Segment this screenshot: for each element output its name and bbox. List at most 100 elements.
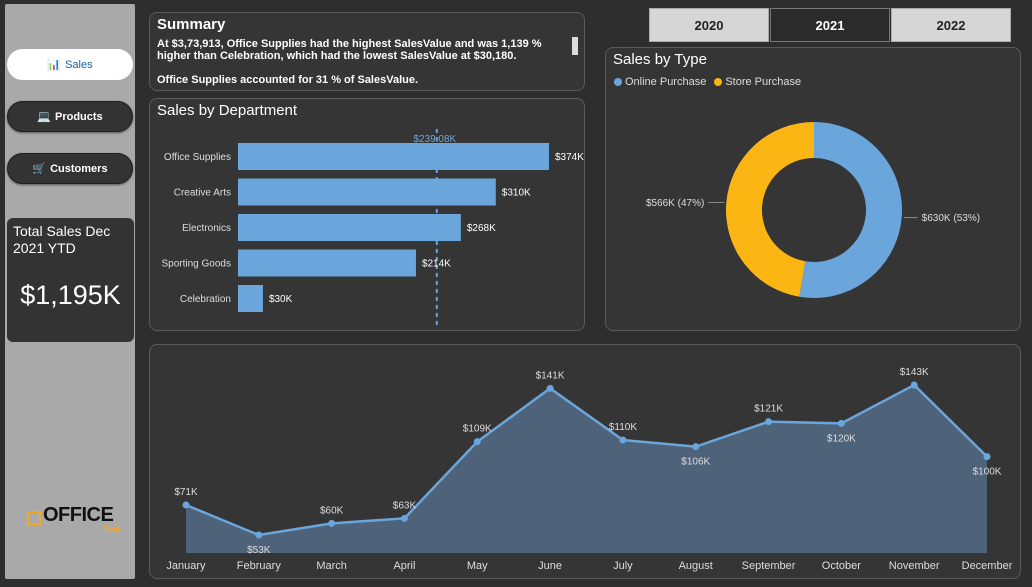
donut-label: $566K (47%) [646,198,704,209]
dept-bar [238,143,549,170]
laptop-icon: 💻 [37,111,51,123]
monthly-data-label: $109K [463,424,492,435]
dept-bar-chart: $239.08K Office Supplies $374K Creative Art… [162,129,584,327]
dept-bar [238,214,461,241]
dept-bar-label: $214K [422,259,451,270]
logo-subtext: Tools [103,526,122,533]
monthly-tick-label: April [393,560,415,572]
monthly-data-label: $121K [754,404,783,415]
dept-panel: Sales by Department $239.08K Office Suppl… [149,98,585,331]
dept-category-label: Celebration [180,294,231,305]
dept-average-label: $239.08K [413,134,456,145]
monthly-point [473,438,481,446]
dept-bar-label: $310K [502,188,531,199]
kpi-title: Total Sales Dec 2021 YTD [13,223,111,256]
dept-bar-label: $374K [555,152,584,163]
monthly-data-label: $63K [393,500,417,511]
monthly-tick-label: February [237,560,282,572]
nav-customers-button[interactable]: 🛒 Customers [7,153,133,184]
dept-category-label: Electronics [182,223,231,234]
year-tab-2020[interactable]: 2020 [649,8,769,42]
cart-icon: 🛒 [32,163,47,175]
summary-line-1: At $3,73,913, Office Supplies had the hi… [157,38,542,62]
legend-online[interactable]: Online Purchase [614,76,706,88]
monthly-data-label: $120K [827,433,856,444]
monthly-data-label: $110K [609,422,638,433]
donut-slice [726,122,814,297]
summary-text: At $3,73,913, Office Supplies had the hi… [157,38,567,86]
monthly-data-label: $106K [681,457,710,468]
monthly-point [328,519,336,527]
dept-category-label: Office Supplies [164,152,231,163]
sidebar: 📊 Sales 💻 Products 🛒 Customers Total Sal… [5,4,135,579]
monthly-point [837,419,845,427]
year-slicer: 2020 2021 2022 [649,8,1012,42]
dept-category-label: Creative Arts [174,188,231,199]
monthly-tick-label: July [613,560,633,572]
monthly-tick-label: January [166,560,206,572]
monthly-tick-label: October [822,560,861,572]
logo-icon [27,511,41,525]
dept-chart-title: Sales by Department [157,102,298,119]
kpi-value: $1,195K [20,280,121,310]
year-tab-2021[interactable]: 2021 [770,8,890,42]
type-legend: Online Purchase Store Purchase [614,76,801,88]
nav-sales-button[interactable]: 📊 Sales [7,49,133,80]
donut-label: $630K (53%) [922,213,980,224]
summary-title: Summary [157,16,226,33]
summary-line-2: Office Supplies accounted for 31 % of Sa… [157,74,419,86]
monthly-panel: $71K January $53K February $60K March $63K Apri… [149,344,1021,579]
legend-online-dot [614,78,622,86]
year-tab-2022[interactable]: 2022 [891,8,1011,42]
monthly-point [546,384,554,392]
dept-bar [238,249,416,277]
legend-online-label: Online Purchase [625,76,707,88]
monthly-data-label: $53K [247,545,271,556]
monthly-area-fill [186,385,987,553]
dept-bar-label: $268K [467,223,496,234]
nav-products-label: Products [55,110,103,123]
legend-store[interactable]: Store Purchase [714,76,801,88]
legend-store-dot [714,78,723,86]
office-logo: OFFICE Tools [27,504,121,533]
summary-panel: Summary At $3,73,913, Office Supplies ha… [149,12,585,91]
monthly-tick-label: June [538,560,562,572]
monthly-point [400,514,408,522]
legend-store-label: Store Purchase [725,76,802,88]
monthly-point [983,453,991,461]
type-chart-title: Sales by Type [613,51,707,68]
monthly-data-label: $71K [174,487,198,498]
type-panel: Sales by Type Online Purchase Store Purc… [605,47,1021,331]
monthly-point [765,418,773,426]
monthly-point [692,443,700,451]
dept-category-label: Sporting Goods [162,259,232,270]
chart-icon: 📊 [47,59,62,71]
monthly-tick-label: November [889,560,940,572]
monthly-tick-label: March [316,560,347,572]
monthly-tick-label: August [679,560,713,572]
monthly-point [255,531,263,539]
logo-text: OFFICE [43,504,114,526]
monthly-point [619,436,627,444]
nav-products-button[interactable]: 💻 Products [7,101,133,132]
monthly-data-label: $143K [900,367,929,378]
nav-customers-label: Customers [50,162,108,175]
dept-bar [238,285,263,312]
type-donut-chart: $630K (53%) $566K (47%) [646,122,980,298]
monthly-point [910,381,918,389]
nav-sales-label: Sales [65,58,93,71]
monthly-point [182,501,190,509]
monthly-data-label: $60K [320,505,344,516]
monthly-data-label: $100K [973,467,1002,478]
monthly-area-chart: $71K January $53K February $60K March $63K Apri… [166,367,1013,572]
monthly-series-line [185,383,988,537]
dept-bar [238,178,496,206]
monthly-data-label: $141K [536,370,565,381]
monthly-tick-label: December [962,560,1013,572]
dept-bar-label: $30K [269,294,293,305]
summary-scrollbar[interactable] [572,37,578,55]
kpi-card: Total Sales Dec 2021 YTD $1,195K [7,218,134,342]
donut-slice [799,122,902,298]
monthly-tick-label: May [467,560,488,572]
monthly-tick-label: September [742,560,796,572]
